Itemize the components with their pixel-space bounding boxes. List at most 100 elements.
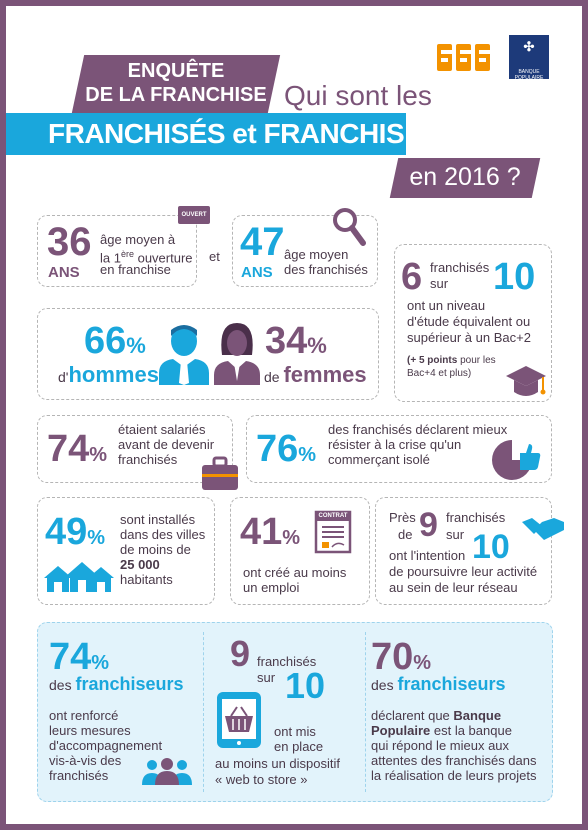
- stat-9-line1: ont l'intention: [389, 548, 466, 563]
- stat-76-number: 76%: [256, 428, 317, 470]
- stat-49-line1: sont installés: [120, 512, 196, 527]
- stat-box-9-sur-10: [375, 497, 552, 605]
- stat-box-49: [37, 497, 215, 605]
- panel-divider-2: [365, 632, 366, 792]
- franchiseurs-74-number: 74%: [49, 636, 110, 678]
- panel-divider-1: [203, 632, 204, 792]
- fff-logo: [435, 40, 495, 74]
- stat-49-line2: dans des villes: [120, 527, 206, 542]
- man-icon: [157, 323, 211, 385]
- franchiseurs-74-label: des franchiseurs: [49, 674, 184, 694]
- open-sign-icon: OUVERT: [178, 206, 210, 224]
- stat-9-line2: de poursuivre leur activité: [389, 564, 538, 579]
- stat-76-line1: des franchisés déclarent mieux: [328, 422, 508, 437]
- stat-74-number: 74%: [47, 428, 108, 470]
- stat-box-6-sur-10: [394, 244, 552, 402]
- stat-10-number: 10: [493, 256, 536, 298]
- stat-74-line2: avant de devenir: [118, 437, 215, 452]
- stat-box-74: [37, 415, 233, 483]
- stat-76-line2: résister à la crise qu'un: [328, 437, 462, 452]
- stat-6-line1: ont un niveau: [407, 298, 486, 313]
- stat-6-number: 6: [401, 256, 423, 298]
- stat-66-number: 66%: [84, 320, 146, 362]
- stat-36-line2: la 1ère ouverture: [100, 249, 193, 266]
- stat-box-47: [232, 215, 378, 287]
- and-word: et: [209, 249, 220, 264]
- stat-box-41: [230, 497, 370, 605]
- stat-6-word1: franchisés: [430, 260, 490, 275]
- stat-6-word2: sur: [430, 276, 449, 291]
- stat-36-line1: âge moyen à: [100, 232, 176, 247]
- stat-49-number: 49%: [45, 511, 106, 553]
- franchiseurs-70-label: des franchiseurs: [371, 674, 506, 694]
- franchiseurs-9-word1: franchisés: [257, 654, 317, 669]
- stat-74-line1: étaient salariés: [118, 422, 206, 437]
- contract-label: CONTRAT: [318, 513, 348, 519]
- header-title-line1: ENQUÊTE: [127, 60, 225, 82]
- contract-icon: [314, 510, 352, 554]
- franchiseurs-9-number: 9: [230, 633, 251, 674]
- stat-box-76: [246, 415, 552, 483]
- franchiseurs-9-line1: ont mis: [274, 724, 316, 739]
- stat-66-label: d'hommes: [58, 362, 159, 387]
- header-banner-text: FRANCHISÉS et FRANCHISEURS: [48, 118, 480, 149]
- stat-47-unit: ANS: [241, 264, 273, 281]
- stat-6-line3: supérieur à un Bac+2: [407, 330, 531, 345]
- houses-icon: [44, 562, 114, 594]
- stat-9-word3: sur: [446, 527, 465, 542]
- stat-36-number: 36: [47, 220, 92, 264]
- stat-47-line1: âge moyen: [284, 247, 349, 262]
- logo-text: BANQUE POPULAIRE: [514, 69, 544, 81]
- stat-9-word0: Près: [389, 510, 416, 525]
- handshake-icon: [520, 514, 566, 548]
- stat-47-number: 47: [240, 220, 285, 264]
- franchiseurs-panel: [37, 622, 553, 802]
- franchiseurs-74-line6: franchisés: [49, 768, 109, 783]
- franchiseurs-74-line5: vis-à-vis des: [49, 753, 122, 768]
- stat-49-line5: habitants: [120, 572, 173, 587]
- stat-box-36: [37, 215, 197, 287]
- briefcase-icon: [200, 456, 240, 492]
- group-icon: [142, 757, 192, 785]
- franchiseurs-74-line2: ont renforcé: [49, 708, 119, 723]
- header-year: en 2016 ?: [409, 163, 521, 191]
- stat-74-line3: franchisés: [118, 452, 178, 467]
- franchiseurs-9-line4: « web to store »: [215, 772, 308, 787]
- stat-34-label: de femmes: [264, 362, 367, 387]
- tablet-basket-icon: [215, 690, 265, 750]
- franchiseurs-70-line4: qui répond le mieux aux: [371, 738, 510, 753]
- stat-41-line1: ont créé au moins: [243, 565, 347, 580]
- stat-41-number: 41%: [240, 511, 301, 553]
- stat-36-line3: en franchise: [100, 262, 171, 277]
- stat-41-line2: un emploi: [243, 580, 300, 595]
- header-banner: [6, 113, 406, 155]
- stat-9-10-number: 10: [472, 528, 510, 566]
- franchiseurs-70-line5: attentes des franchisés dans: [371, 753, 537, 768]
- franchiseurs-74-line4: d'accompagnement: [49, 738, 163, 753]
- franchiseurs-9-line2: en place: [274, 739, 324, 754]
- franchiseurs-70-line6: la réalisation de leurs projets: [371, 768, 537, 783]
- stat-9-number: 9: [419, 506, 438, 544]
- stat-box-gender: [37, 308, 379, 400]
- stat-49-line4: 25 000: [120, 557, 160, 572]
- franchiseurs-74-line3: leurs mesures: [49, 723, 131, 738]
- stat-76-line3: commerçant isolé: [328, 452, 430, 467]
- stat-9-word2: franchisés: [446, 510, 506, 525]
- stat-6-line5: Bac+4 et plus): [407, 368, 472, 379]
- woman-icon: [212, 323, 262, 385]
- stat-6-line2: d'étude équivalent ou: [407, 314, 531, 329]
- stat-47-line2: des franchisés: [284, 262, 368, 277]
- graduation-cap-icon: [505, 364, 547, 400]
- franchiseurs-70-line3: Populaire est la banque: [371, 723, 512, 738]
- stat-36-unit: ANS: [48, 264, 80, 281]
- franchiseurs-10-number: 10: [285, 665, 326, 706]
- header-question: Qui sont les: [284, 80, 432, 111]
- stat-49-line3: de moins de: [120, 542, 191, 557]
- magnifier-icon: [332, 207, 366, 247]
- banque-populaire-logo: ✣ BANQUE POPULAIRE: [509, 35, 549, 81]
- franchiseurs-9-word2: sur: [257, 670, 276, 685]
- franchiseurs-9-line3: au moins un dispositif: [215, 756, 341, 771]
- header-title-line2: DE LA FRANCHISE: [85, 84, 267, 106]
- stat-6-line4: (+ 5 points pour les: [407, 355, 496, 366]
- stat-9-word1: de: [398, 527, 413, 542]
